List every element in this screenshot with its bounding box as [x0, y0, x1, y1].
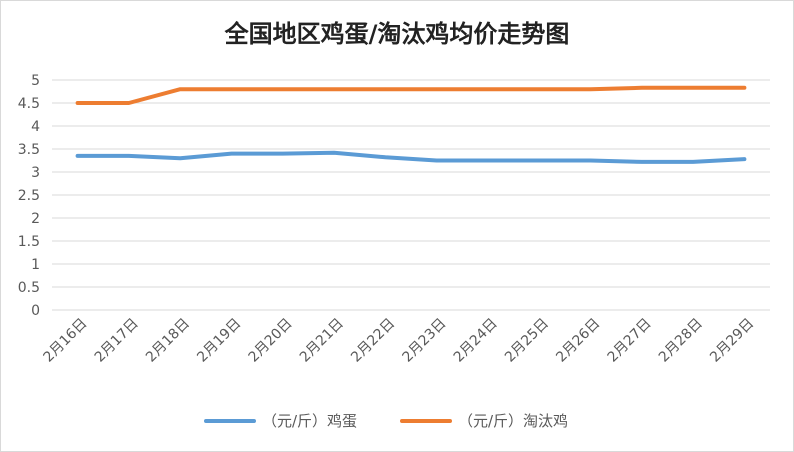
- data-point: [538, 160, 540, 161]
- x-tick-label: 2月22日: [348, 316, 398, 366]
- y-tick-label: 3.5: [18, 142, 40, 158]
- y-tick-label: 1.5: [18, 234, 40, 250]
- x-tick-label: 2月28日: [656, 316, 706, 366]
- x-axis-ticks: 2月16日 2月17日 2月18日 2月19日 2月20日 2月21日 2月22日 2月23日…: [40, 316, 757, 366]
- legend: （元/斤）鸡蛋 （元/斤）淘汰鸡: [204, 412, 568, 430]
- x-tick-label: 2月18日: [143, 316, 193, 366]
- data-point: [590, 160, 591, 161]
- series-lines: [75, 85, 747, 164]
- data-point: [128, 155, 130, 157]
- x-tick-label: 2月27日: [605, 316, 655, 366]
- data-point: [179, 88, 181, 90]
- data-point: [436, 160, 438, 161]
- y-tick-label: 1: [31, 257, 40, 273]
- y-axis-ticks: 0 0.5 1 1.5 2 2.5 3 3.5 4 4.5 5: [18, 73, 40, 319]
- data-point: [179, 157, 181, 159]
- chart-title: 全国地区鸡蛋/淘汰鸡均价走势图: [224, 20, 570, 48]
- data-point: [692, 161, 694, 163]
- data-point: [487, 88, 489, 90]
- x-tick-label: 2月19日: [194, 316, 244, 366]
- y-tick-label: 0.5: [18, 280, 40, 296]
- y-tick-label: 5: [31, 73, 40, 89]
- y-tick-label: 0: [31, 303, 40, 319]
- data-point: [282, 88, 284, 90]
- data-point: [743, 158, 745, 160]
- x-tick-label: 2月24日: [451, 316, 501, 366]
- x-tick-label: 2月23日: [399, 316, 449, 366]
- data-point: [692, 87, 694, 89]
- data-point: [641, 87, 643, 89]
- y-tick-label: 4.5: [18, 96, 40, 112]
- x-tick-label: 2月16日: [40, 316, 90, 366]
- data-point: [538, 88, 540, 90]
- data-point: [743, 87, 745, 89]
- gridlines: [52, 79, 770, 311]
- data-point: [77, 102, 79, 104]
- y-tick-label: 2.5: [18, 188, 40, 204]
- legend-label-0: （元/斤）鸡蛋: [262, 412, 357, 430]
- data-point: [590, 88, 591, 90]
- x-tick-label: 2月25日: [502, 316, 552, 366]
- legend-label-1: （元/斤）淘汰鸡: [458, 412, 568, 430]
- y-tick-label: 4: [31, 119, 40, 135]
- data-point: [384, 88, 386, 90]
- data-point: [436, 88, 438, 90]
- data-point: [487, 160, 489, 161]
- data-point: [231, 88, 232, 90]
- x-tick-label: 2月29日: [707, 316, 757, 366]
- x-tick-label: 2月17日: [92, 316, 142, 366]
- series-line-1: [75, 85, 747, 105]
- data-point: [282, 153, 284, 155]
- data-point: [384, 156, 386, 158]
- y-tick-label: 2: [31, 211, 40, 227]
- x-tick-label: 2月26日: [553, 316, 603, 366]
- series-line-0: [75, 150, 747, 164]
- data-point: [641, 161, 643, 163]
- data-point: [77, 155, 79, 157]
- x-tick-label: 2月21日: [297, 316, 347, 366]
- data-point: [333, 152, 335, 154]
- data-point: [128, 102, 130, 104]
- y-tick-label: 3: [31, 165, 40, 181]
- data-point: [231, 153, 232, 155]
- x-tick-label: 2月20日: [246, 316, 296, 366]
- data-point: [333, 88, 335, 90]
